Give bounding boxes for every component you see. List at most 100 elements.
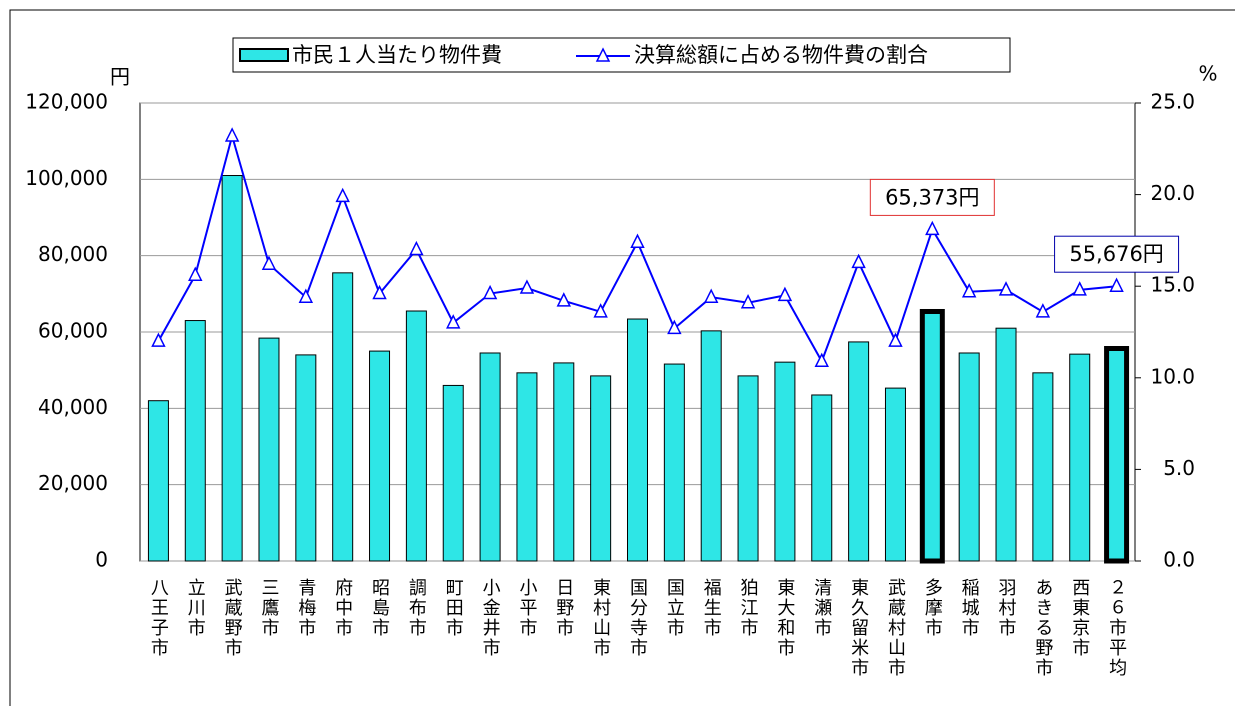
bar <box>1069 353 1091 562</box>
line-marker <box>482 284 498 300</box>
x-tick-label: 西東京市 <box>1069 578 1090 658</box>
line-marker <box>630 233 645 248</box>
y-tick-label: 0 <box>95 548 108 572</box>
y-tick-label: 40,000 <box>38 395 108 419</box>
x-tick-label: 東村山市 <box>590 578 611 658</box>
y2-tick-label: 10.0 <box>1150 364 1195 388</box>
x-tick-label: 東大和市 <box>774 578 795 658</box>
bar <box>442 384 464 562</box>
x-tick-label: 福生市 <box>701 578 722 638</box>
line-marker <box>777 286 793 302</box>
y2-tick-label: 0.0 <box>1163 548 1195 572</box>
x-tick-label: 府中市 <box>332 578 353 638</box>
y-unit: 円 <box>110 65 130 89</box>
data-label: 55,676円 <box>1069 242 1163 266</box>
data-label: 65,373円 <box>885 185 979 209</box>
bar <box>553 362 575 562</box>
line-marker <box>151 332 166 347</box>
bar <box>405 310 427 562</box>
y2-tick-label: 5.0 <box>1163 456 1195 480</box>
line-marker <box>409 240 424 256</box>
legend-swatch <box>239 48 289 62</box>
x-tick-label: 八王子市 <box>148 578 169 658</box>
bar <box>369 350 391 562</box>
line-marker <box>998 281 1014 296</box>
line-marker <box>667 319 682 335</box>
x-tick-label: 立川市 <box>185 578 206 638</box>
bar <box>995 327 1017 562</box>
bar <box>332 272 354 562</box>
line-marker <box>888 332 903 347</box>
x-tick-label: 町田市 <box>443 578 464 638</box>
x-tick-label: 武蔵野市 <box>222 578 243 658</box>
line-marker <box>556 292 572 307</box>
label-box <box>1054 235 1180 273</box>
line-marker <box>261 255 277 270</box>
line-marker <box>446 314 461 329</box>
bar <box>737 375 759 562</box>
label-box <box>869 178 995 216</box>
line-marker <box>519 279 535 294</box>
line-marker <box>188 266 203 281</box>
x-tick-label: 三鷹市 <box>258 578 279 638</box>
x-tick-label: 昭島市 <box>369 578 390 638</box>
line-marker <box>740 294 756 309</box>
bar <box>479 352 501 562</box>
line-marker <box>961 283 977 298</box>
x-tick-label: あきる野市 <box>1032 578 1053 678</box>
line-marker <box>1109 277 1124 292</box>
line-marker <box>925 220 940 236</box>
legend-marker <box>595 47 611 62</box>
y2-unit: % <box>1198 62 1217 86</box>
line-marker <box>224 127 240 142</box>
line-marker <box>298 288 314 303</box>
line-marker <box>335 187 350 203</box>
line-marker <box>372 284 387 300</box>
bar <box>700 330 722 562</box>
x-tick-label: 調布市 <box>406 578 427 638</box>
bar <box>221 175 243 562</box>
y2-tick-label: 25.0 <box>1150 90 1195 114</box>
x-tick-label: 国立市 <box>664 578 685 638</box>
bar <box>774 361 796 562</box>
y-tick-label: 20,000 <box>38 471 108 495</box>
y2-tick-label: 15.0 <box>1150 273 1195 297</box>
bar <box>147 400 169 562</box>
x-tick-label: 多摩市 <box>922 578 943 638</box>
x-tick-label: ２６市平均 <box>1106 578 1127 678</box>
bar <box>516 372 538 562</box>
x-tick-label: 日野市 <box>553 578 574 638</box>
legend-label: 市民１人当たり物件費 <box>292 43 502 67</box>
x-tick-label: 武蔵村山市 <box>885 578 906 678</box>
x-tick-label: 国分寺市 <box>627 578 648 658</box>
line-marker <box>1035 303 1051 318</box>
x-tick-label: 羽村市 <box>996 578 1017 638</box>
bar <box>663 363 685 562</box>
line-marker <box>851 253 866 269</box>
bar <box>884 387 906 562</box>
bar <box>811 394 833 562</box>
bar <box>958 352 980 562</box>
line-marker <box>1072 281 1087 296</box>
line-marker <box>593 303 608 318</box>
bar <box>919 308 945 564</box>
y-tick-label: 80,000 <box>38 242 108 266</box>
bar <box>295 354 317 562</box>
x-tick-label: 小平市 <box>516 578 537 638</box>
line-marker <box>703 288 719 303</box>
y2-tick-label: 20.0 <box>1150 181 1195 205</box>
x-tick-label: 東久留米市 <box>848 578 869 678</box>
x-tick-label: 清瀬市 <box>811 578 832 638</box>
legend-label: 決算総額に占める物件費の割合 <box>634 43 928 67</box>
line-marker <box>814 352 829 368</box>
x-tick-label: 小金井市 <box>480 578 501 658</box>
x-tick-label: 狛江市 <box>738 578 759 638</box>
bar <box>627 318 648 562</box>
bar <box>590 375 612 562</box>
y-tick-label: 60,000 <box>38 319 108 343</box>
y-tick-label: 120,000 <box>25 90 108 114</box>
y-tick-label: 100,000 <box>25 166 108 190</box>
x-tick-label: 青梅市 <box>295 578 316 638</box>
chart-frame <box>9 9 1235 710</box>
